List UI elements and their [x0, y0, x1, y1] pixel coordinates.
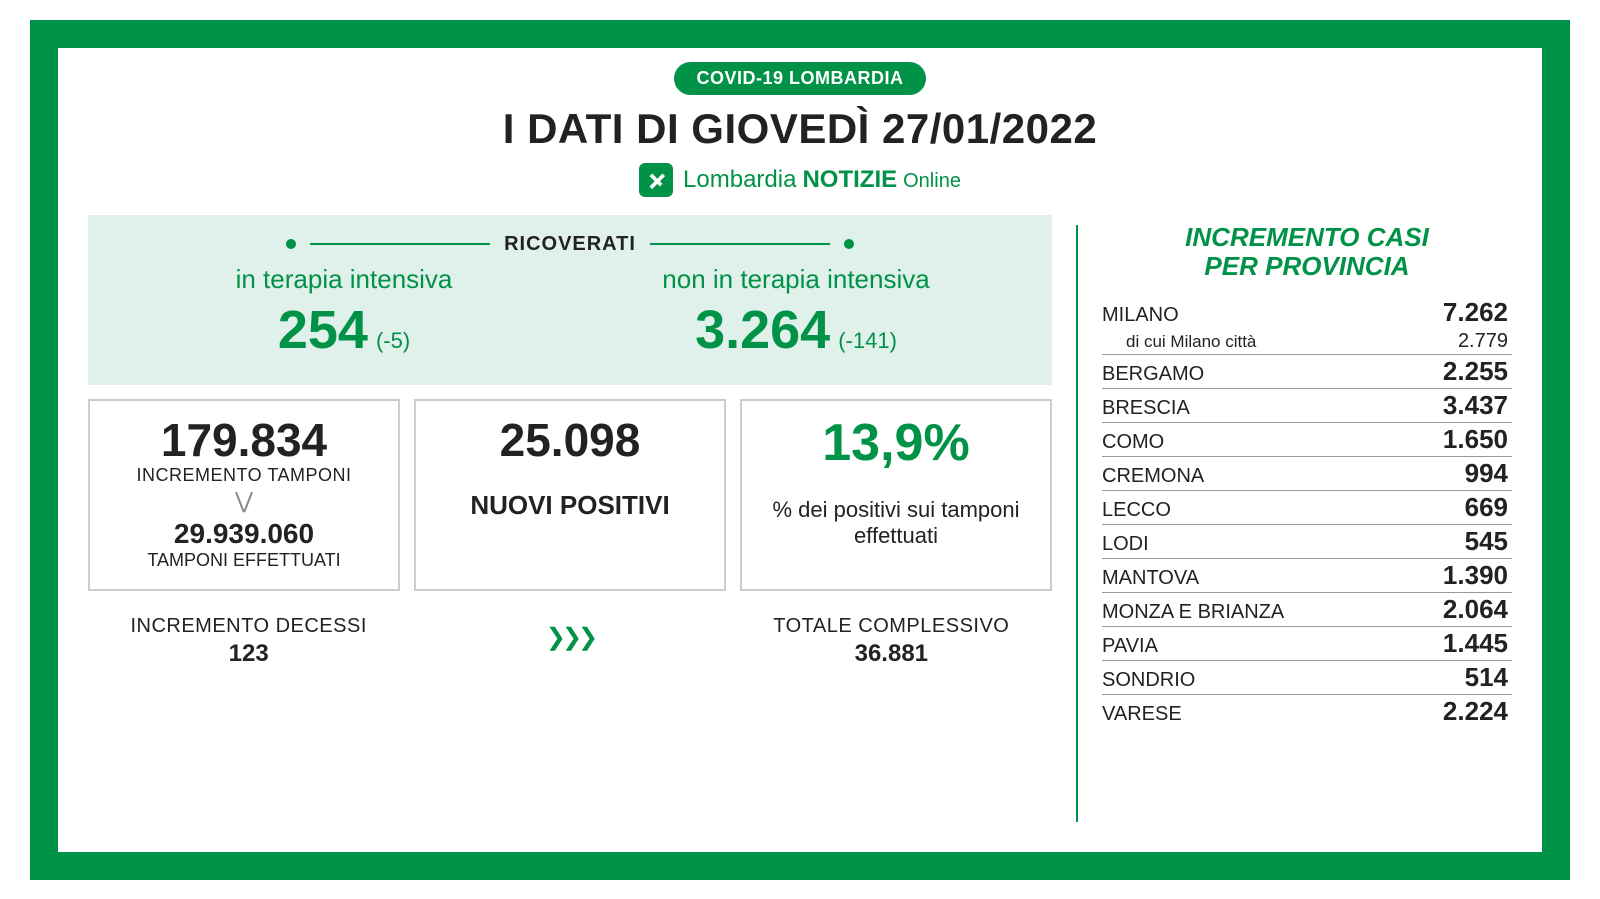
- vertical-separator: [1076, 225, 1078, 822]
- province-value: 1.650: [1443, 424, 1508, 455]
- tamponi-box: 179.834 INCREMENTO TAMPONI ⋁ 29.939.060 …: [88, 399, 400, 591]
- brand-lombardia: Lombardia: [683, 166, 796, 194]
- header-section: COVID-19 LOMBARDIA I DATI DI GIOVEDÌ 27/…: [58, 48, 1542, 205]
- ricoverati-title-row: RICOVERATI: [118, 233, 1022, 256]
- intensiva-delta: (-5): [376, 328, 410, 354]
- province-value: 3.437: [1443, 390, 1508, 421]
- province-title-line2: PER PROVINCIA: [1204, 251, 1409, 281]
- chevron-down-icon: ⋁: [100, 490, 388, 512]
- province-name: MONZA E BRIANZA: [1102, 601, 1284, 624]
- ricoverati-intensiva: in terapia intensiva 254 (-5): [118, 264, 570, 361]
- province-value: 2.064: [1443, 594, 1508, 625]
- province-value: 2.224: [1443, 696, 1508, 727]
- positivi-box: 25.098 NUOVI POSITIVI: [414, 399, 726, 591]
- non-intensiva-delta: (-141): [838, 328, 897, 354]
- dot-icon: [844, 239, 854, 249]
- header-badge: COVID-19 LOMBARDIA: [674, 62, 925, 95]
- hr-line: [310, 243, 490, 245]
- province-row: PAVIA 1.445: [1102, 627, 1512, 661]
- province-name: COMO: [1102, 431, 1164, 454]
- arrows-col: ❯❯❯: [409, 615, 730, 668]
- province-name: LECCO: [1102, 499, 1171, 522]
- tamponi-incremento-label: INCREMENTO TAMPONI: [100, 465, 388, 486]
- ricoverati-columns: in terapia intensiva 254 (-5) non in ter…: [118, 264, 1022, 361]
- province-name: CREMONA: [1102, 465, 1204, 488]
- tamponi-totale: 29.939.060: [100, 518, 388, 550]
- province-list: MILANO 7.262 di cui Milano città 2.779 B…: [1102, 296, 1512, 728]
- province-column: INCREMENTO CASI PER PROVINCIA MILANO 7.2…: [1102, 215, 1512, 832]
- non-intensiva-value: 3.264: [695, 299, 830, 361]
- percentuale-label: % dei positivi sui tamponi effettuati: [752, 497, 1040, 550]
- brand-text: Lombardia NOTIZIE Online: [683, 166, 961, 194]
- left-column: RICOVERATI in terapia intensiva 254 (-5): [88, 215, 1052, 832]
- province-value: 669: [1465, 492, 1508, 523]
- positivi-value: 25.098: [426, 417, 714, 463]
- province-row: SONDRIO 514: [1102, 661, 1512, 695]
- infographic-container: COVID-19 LOMBARDIA I DATI DI GIOVEDÌ 27/…: [30, 20, 1570, 880]
- province-row: COMO 1.650: [1102, 423, 1512, 457]
- province-value: 1.390: [1443, 560, 1508, 591]
- bottom-row: INCREMENTO DECESSI 123 ❯❯❯ TOTALE COMPLE…: [88, 615, 1052, 668]
- province-row: MANTOVA 1.390: [1102, 559, 1512, 593]
- content-row: RICOVERATI in terapia intensiva 254 (-5): [58, 205, 1542, 852]
- province-row: BERGAMO 2.255: [1102, 355, 1512, 389]
- province-row: MONZA E BRIANZA 2.064: [1102, 593, 1512, 627]
- province-name: PAVIA: [1102, 635, 1158, 658]
- infographic-panel: COVID-19 LOMBARDIA I DATI DI GIOVEDÌ 27/…: [58, 48, 1542, 852]
- ricoverati-box: RICOVERATI in terapia intensiva 254 (-5): [88, 215, 1052, 385]
- non-intensiva-label: non in terapia intensiva: [570, 264, 1022, 295]
- percentuale-value: 13,9%: [752, 417, 1040, 469]
- positivi-label: NUOVI POSITIVI: [426, 491, 714, 520]
- province-value: 1.445: [1443, 628, 1508, 659]
- province-name: LODI: [1102, 533, 1149, 556]
- province-row: LODI 545: [1102, 525, 1512, 559]
- province-value: 994: [1465, 458, 1508, 489]
- province-value: 2.255: [1443, 356, 1508, 387]
- brand-logo-icon: [639, 163, 673, 197]
- intensiva-label: in terapia intensiva: [118, 264, 570, 295]
- province-value: 7.262: [1443, 297, 1508, 328]
- tamponi-totale-label: TAMPONI EFFETTUATI: [100, 550, 388, 571]
- province-value: 2.779: [1458, 330, 1508, 353]
- tamponi-incremento: 179.834: [100, 417, 388, 463]
- province-row: BRESCIA 3.437: [1102, 389, 1512, 423]
- brand-online: Online: [903, 170, 961, 193]
- decessi-value: 123: [88, 640, 409, 668]
- province-title-line1: INCREMENTO CASI: [1185, 222, 1429, 252]
- page-title: I DATI DI GIOVEDÌ 27/01/2022: [58, 105, 1542, 153]
- stats-row: 179.834 INCREMENTO TAMPONI ⋁ 29.939.060 …: [88, 399, 1052, 591]
- dot-icon: [286, 239, 296, 249]
- decessi-label: INCREMENTO DECESSI: [88, 615, 409, 638]
- province-value: 514: [1465, 662, 1508, 693]
- totale-col: TOTALE COMPLESSIVO 36.881: [731, 615, 1052, 668]
- province-name: BERGAMO: [1102, 363, 1204, 386]
- province-name: SONDRIO: [1102, 669, 1195, 692]
- province-title: INCREMENTO CASI PER PROVINCIA: [1102, 223, 1512, 283]
- province-value: 545: [1465, 526, 1508, 557]
- province-row: VARESE 2.224: [1102, 695, 1512, 728]
- brand-notizie: NOTIZIE: [802, 166, 897, 194]
- province-row-milano-citta: di cui Milano città 2.779: [1102, 329, 1512, 355]
- province-row: LECCO 669: [1102, 491, 1512, 525]
- ricoverati-non-intensiva: non in terapia intensiva 3.264 (-141): [570, 264, 1022, 361]
- province-row-milano: MILANO 7.262: [1102, 296, 1512, 329]
- province-row: CREMONA 994: [1102, 457, 1512, 491]
- province-name: VARESE: [1102, 703, 1182, 726]
- brand-row: Lombardia NOTIZIE Online: [58, 163, 1542, 197]
- province-name: MILANO: [1102, 304, 1179, 327]
- intensiva-value: 254: [278, 299, 368, 361]
- ricoverati-title: RICOVERATI: [504, 233, 636, 256]
- decessi-col: INCREMENTO DECESSI 123: [88, 615, 409, 668]
- hr-line: [650, 243, 830, 245]
- totale-value: 36.881: [731, 640, 1052, 668]
- province-name: di cui Milano città: [1126, 332, 1256, 352]
- totale-label: TOTALE COMPLESSIVO: [731, 615, 1052, 638]
- province-name: MANTOVA: [1102, 567, 1199, 590]
- percentuale-box: 13,9% % dei positivi sui tamponi effettu…: [740, 399, 1052, 591]
- province-name: BRESCIA: [1102, 397, 1190, 420]
- chevron-right-icon: ❯❯❯: [409, 623, 730, 652]
